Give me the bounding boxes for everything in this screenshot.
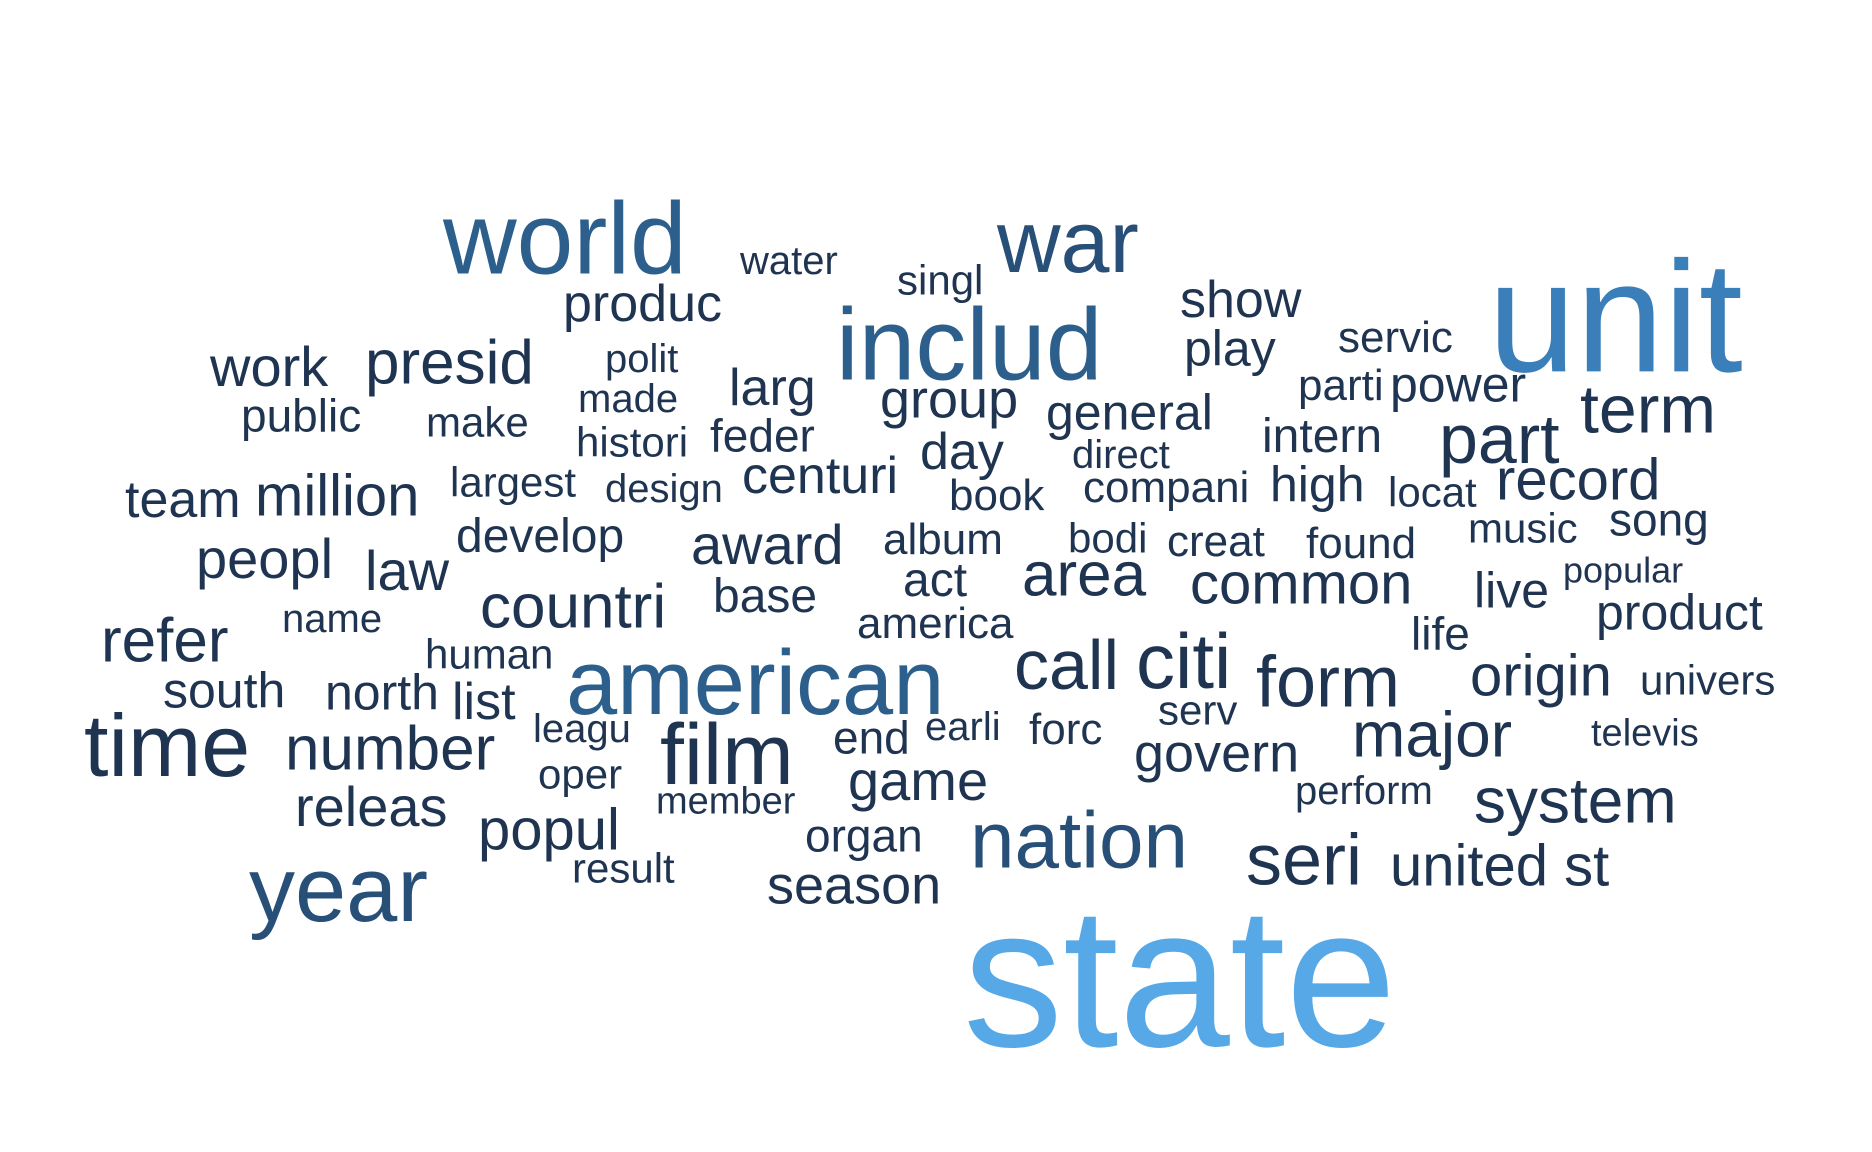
word-includ: includ bbox=[836, 287, 1103, 402]
word-nation: nation bbox=[970, 795, 1188, 885]
word-game: game bbox=[848, 748, 989, 812]
word-intern: intern bbox=[1262, 410, 1383, 464]
word-organ: organ bbox=[805, 809, 923, 862]
word-unit: unit bbox=[1488, 229, 1743, 406]
word-creat: creat bbox=[1167, 517, 1265, 567]
word-united-st: united st bbox=[1390, 833, 1610, 899]
word-end: end bbox=[833, 711, 910, 764]
word-peopl: peopl bbox=[196, 526, 334, 590]
word-univers: univers bbox=[1640, 656, 1776, 704]
word-play: play bbox=[1184, 320, 1276, 377]
word-state: state bbox=[963, 866, 1397, 1089]
word-term: term bbox=[1580, 371, 1716, 448]
word-base: base bbox=[713, 570, 818, 624]
word-film: film bbox=[660, 706, 794, 803]
word-system: system bbox=[1474, 764, 1677, 837]
word-largest: largest bbox=[450, 458, 577, 506]
word-american: american bbox=[566, 632, 945, 735]
word-histori: histori bbox=[576, 418, 689, 466]
word-produc: produc bbox=[563, 274, 722, 333]
word-award: award bbox=[691, 512, 844, 576]
word-part: part bbox=[1439, 400, 1560, 479]
word-feder: feder bbox=[710, 409, 815, 462]
word-compani: compani bbox=[1083, 463, 1250, 513]
word-serv: serv bbox=[1158, 686, 1238, 734]
word-show: show bbox=[1180, 270, 1302, 329]
word-televis: televis bbox=[1591, 712, 1699, 755]
word-presid: presid bbox=[365, 328, 534, 398]
word-act: act bbox=[903, 554, 968, 608]
word-live: live bbox=[1474, 562, 1550, 619]
word-human: human bbox=[425, 630, 554, 678]
word-locat: locat bbox=[1388, 468, 1477, 516]
word-day: day bbox=[920, 422, 1004, 481]
word-work: work bbox=[210, 334, 329, 398]
word-million: million bbox=[255, 463, 420, 529]
word-high: high bbox=[1270, 456, 1365, 513]
word-north: north bbox=[325, 664, 439, 721]
word-record: record bbox=[1496, 447, 1661, 513]
word-citi: citi bbox=[1136, 616, 1232, 705]
word-time: time bbox=[84, 696, 251, 796]
word-popul: popul bbox=[478, 797, 620, 863]
word-water: water bbox=[740, 239, 838, 284]
word-countri: countri bbox=[480, 572, 667, 642]
word-life: life bbox=[1411, 607, 1470, 660]
word-design: design bbox=[605, 467, 723, 512]
word-made: made bbox=[578, 377, 679, 422]
word-refer: refer bbox=[101, 606, 229, 676]
word-product: product bbox=[1596, 584, 1763, 641]
word-oper: oper bbox=[538, 750, 623, 798]
word-season: season bbox=[767, 855, 942, 916]
word-call: call bbox=[1014, 626, 1120, 705]
word-year: year bbox=[249, 839, 428, 942]
word-america: america bbox=[857, 599, 1014, 649]
word-general: general bbox=[1046, 384, 1213, 441]
word-law: law bbox=[365, 538, 450, 602]
word-group: group bbox=[880, 369, 1019, 430]
word-music: music bbox=[1468, 504, 1578, 552]
word-earli: earli bbox=[925, 705, 1001, 750]
word-parti: parti bbox=[1298, 361, 1384, 411]
word-make: make bbox=[426, 398, 529, 446]
word-result: result bbox=[572, 844, 675, 892]
word-album: album bbox=[883, 515, 1003, 565]
word-polit: polit bbox=[605, 337, 679, 382]
word-govern: govern bbox=[1134, 723, 1300, 784]
word-found: found bbox=[1306, 519, 1417, 569]
word-perform: perform bbox=[1295, 769, 1433, 814]
word-releas: releas bbox=[295, 774, 448, 838]
word-list: list bbox=[452, 672, 516, 731]
word-world: world bbox=[443, 181, 687, 296]
word-major: major bbox=[1352, 698, 1513, 771]
word-larg: larg bbox=[729, 358, 816, 417]
word-book: book bbox=[949, 471, 1045, 521]
word-common: common bbox=[1190, 551, 1413, 617]
word-bodi: bodi bbox=[1068, 514, 1148, 562]
word-number: number bbox=[285, 714, 496, 784]
word-direct: direct bbox=[1072, 433, 1170, 478]
word-team: team bbox=[125, 470, 241, 529]
word-centuri: centuri bbox=[742, 446, 899, 505]
word-south: south bbox=[163, 662, 286, 719]
word-member: member bbox=[656, 780, 796, 823]
word-area: area bbox=[1022, 540, 1147, 610]
word-origin: origin bbox=[1470, 643, 1612, 709]
word-singl: singl bbox=[897, 256, 984, 304]
word-form: form bbox=[1256, 642, 1400, 723]
word-public: public bbox=[241, 389, 362, 442]
word-name: name bbox=[282, 597, 383, 642]
word-leagu: leagu bbox=[533, 707, 631, 752]
word-war: war bbox=[997, 192, 1139, 292]
word-servic: servic bbox=[1338, 313, 1453, 363]
word-popular: popular bbox=[1563, 549, 1684, 591]
word-song: song bbox=[1609, 493, 1709, 546]
word-seri: seri bbox=[1246, 820, 1363, 901]
word-develop: develop bbox=[456, 510, 625, 564]
word-power: power bbox=[1390, 356, 1527, 413]
word-forc: forc bbox=[1029, 705, 1103, 755]
